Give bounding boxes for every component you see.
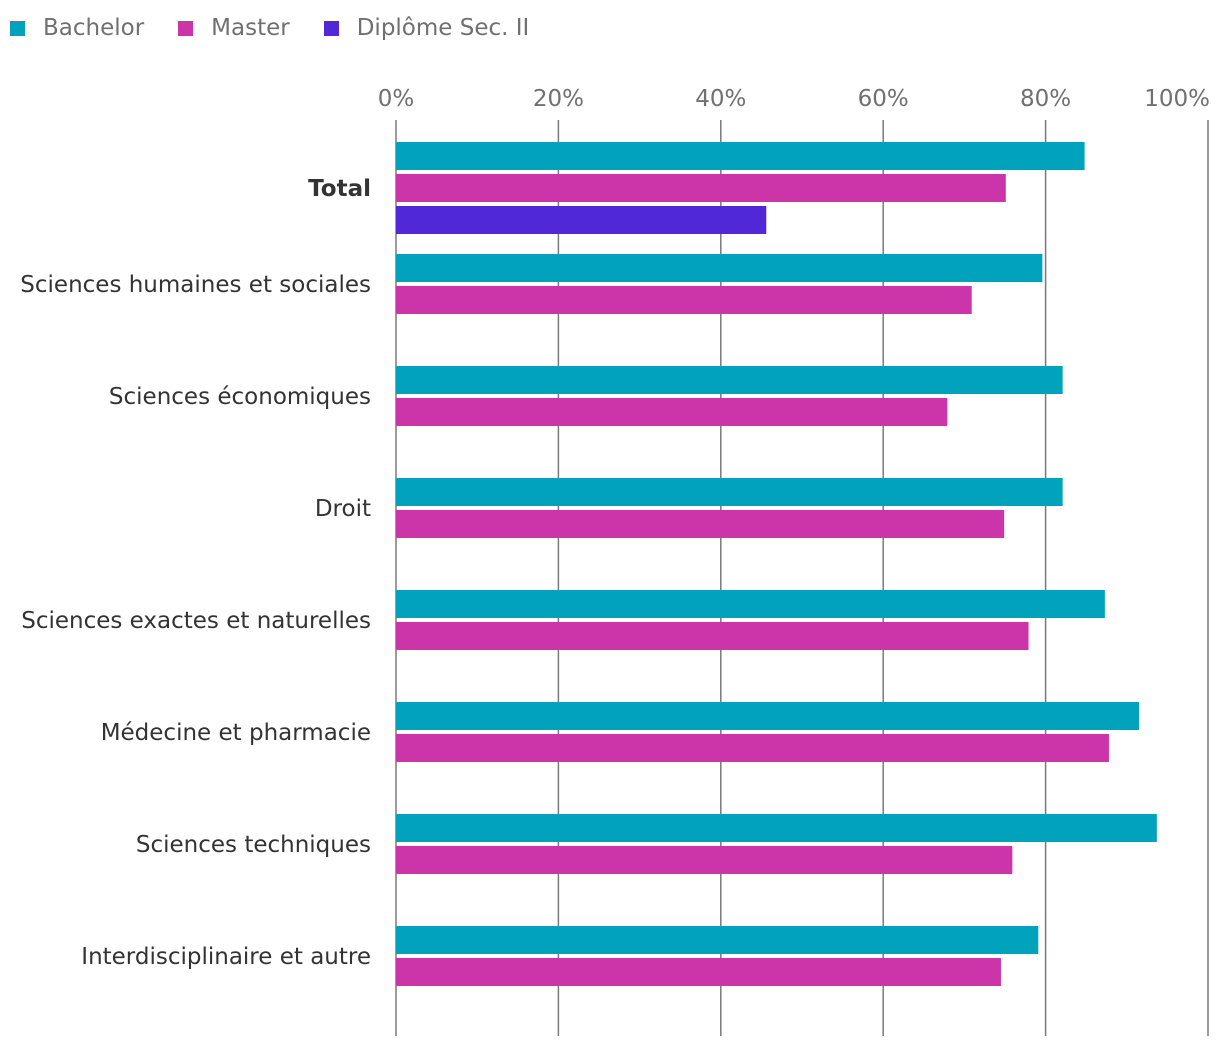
category-label-medecine-et-pharmacie: Médecine et pharmacie xyxy=(101,720,371,746)
legend-label-bachelor: Bachelor xyxy=(43,15,145,41)
bar-bachelor-sciences-techniques[interactable] xyxy=(396,814,1157,842)
x-tick-label-1: 20% xyxy=(533,86,584,112)
category-label-total: Total xyxy=(308,176,371,202)
x-tick-label-0: 0% xyxy=(378,86,415,112)
category-label-sciences-techniques: Sciences techniques xyxy=(136,832,371,858)
bar-master-sciences-humaines-et-sociales[interactable] xyxy=(396,286,972,314)
x-tick-label-2: 40% xyxy=(695,86,746,112)
bar-bachelor-droit[interactable] xyxy=(396,478,1063,506)
bar-bachelor-sciences-humaines-et-sociales[interactable] xyxy=(396,254,1043,282)
legend-item-bachelor[interactable]: Bachelor xyxy=(10,15,144,41)
legend-swatch-diplome-sec-ii xyxy=(323,20,339,36)
bars xyxy=(396,142,1157,986)
bar-diplome-sec-ii-total[interactable] xyxy=(396,206,767,234)
category-label-droit: Droit xyxy=(315,496,371,522)
bar-master-sciences-techniques[interactable] xyxy=(396,846,1013,874)
bar-master-total[interactable] xyxy=(396,174,1006,202)
bar-master-sciences-exactes-et-naturelles[interactable] xyxy=(396,622,1029,650)
bar-bachelor-medecine-et-pharmacie[interactable] xyxy=(396,702,1139,730)
x-axis-ticks: 0% 20% 40% 60% 80% 100% xyxy=(378,86,1210,112)
x-tick-label-3: 60% xyxy=(858,86,909,112)
bar-master-medecine-et-pharmacie[interactable] xyxy=(396,734,1109,762)
legend: Bachelor Master Diplôme Sec. II xyxy=(10,12,563,44)
category-label-sciences-exactes-et-naturelles: Sciences exactes et naturelles xyxy=(21,608,371,634)
bar-bachelor-sciences-economiques[interactable] xyxy=(396,366,1063,394)
category-label-sciences-humaines-et-sociales: Sciences humaines et sociales xyxy=(20,272,371,298)
legend-swatch-bachelor xyxy=(10,20,25,36)
legend-label-master: Master xyxy=(211,15,290,41)
category-label-sciences-economiques: Sciences économiques xyxy=(109,384,371,410)
legend-swatch-master xyxy=(178,20,194,36)
x-tick-label-5: 100% xyxy=(1144,86,1210,112)
category-labels: Total Sciences humaines et sociales Scienc… xyxy=(20,176,371,970)
bar-master-sciences-economiques[interactable] xyxy=(396,398,948,426)
category-label-interdisciplinaire-et-autre: Interdisciplinaire et autre xyxy=(81,944,371,970)
legend-item-diplome-sec-ii[interactable]: Diplôme Sec. II xyxy=(323,15,530,41)
bar-master-interdisciplinaire-et-autre[interactable] xyxy=(396,958,1001,986)
x-tick-label-4: 80% xyxy=(1020,86,1071,112)
bar-bachelor-total[interactable] xyxy=(396,142,1085,170)
bar-master-droit[interactable] xyxy=(396,510,1005,538)
legend-item-master[interactable]: Master xyxy=(178,15,290,41)
bar-bachelor-interdisciplinaire-et-autre[interactable] xyxy=(396,926,1039,954)
legend-label-diplome-sec-ii: Diplôme Sec. II xyxy=(356,15,530,41)
bar-bachelor-sciences-exactes-et-naturelles[interactable] xyxy=(396,590,1105,618)
